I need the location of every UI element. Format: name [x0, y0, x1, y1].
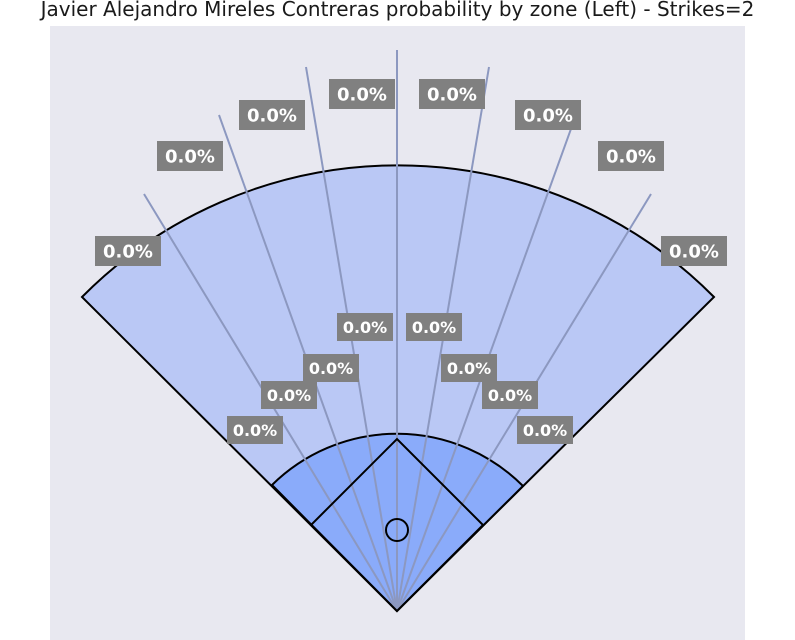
outfield-zone-label-3: 0.0%	[239, 100, 305, 130]
infield-zone-value-1: 0.0%	[233, 421, 277, 440]
infield-zone-value-3: 0.0%	[309, 359, 353, 378]
outfield-zone-label-4: 0.0%	[329, 79, 395, 109]
infield-zone-label-6: 0.0%	[441, 354, 497, 382]
outfield-zone-label-5: 0.0%	[419, 79, 485, 109]
outfield-zone-value-3: 0.0%	[247, 105, 297, 126]
infield-zone-label-7: 0.0%	[482, 381, 538, 409]
outfield-zone-label-6: 0.0%	[515, 100, 581, 130]
outfield-zone-value-2: 0.0%	[165, 146, 215, 167]
infield-zone-label-1: 0.0%	[227, 416, 283, 444]
outfield-zone-label-2: 0.0%	[157, 141, 223, 171]
infield-zone-label-4: 0.0%	[337, 313, 393, 341]
infield-zone-label-3: 0.0%	[303, 354, 359, 382]
infield-zone-value-2: 0.0%	[267, 386, 311, 405]
outfield-zone-value-4: 0.0%	[337, 84, 387, 105]
outfield-zone-value-8: 0.0%	[669, 241, 719, 262]
infield-zone-value-8: 0.0%	[523, 421, 567, 440]
outfield-zone-value-1: 0.0%	[103, 241, 153, 262]
infield-zone-value-6: 0.0%	[447, 359, 491, 378]
infield-zone-label-2: 0.0%	[261, 381, 317, 409]
infield-zone-value-5: 0.0%	[412, 318, 456, 337]
outfield-zone-label-7: 0.0%	[598, 141, 664, 171]
outfield-zone-value-7: 0.0%	[606, 146, 656, 167]
infield-zone-label-5: 0.0%	[406, 313, 462, 341]
outfield-zone-value-6: 0.0%	[523, 105, 573, 126]
infield-zone-value-4: 0.0%	[343, 318, 387, 337]
infield-zone-label-8: 0.0%	[517, 416, 573, 444]
outfield-zone-label-1: 0.0%	[95, 236, 161, 266]
outfield-zone-value-5: 0.0%	[427, 84, 477, 105]
outfield-zone-label-8: 0.0%	[661, 236, 727, 266]
infield-zone-value-7: 0.0%	[488, 386, 532, 405]
